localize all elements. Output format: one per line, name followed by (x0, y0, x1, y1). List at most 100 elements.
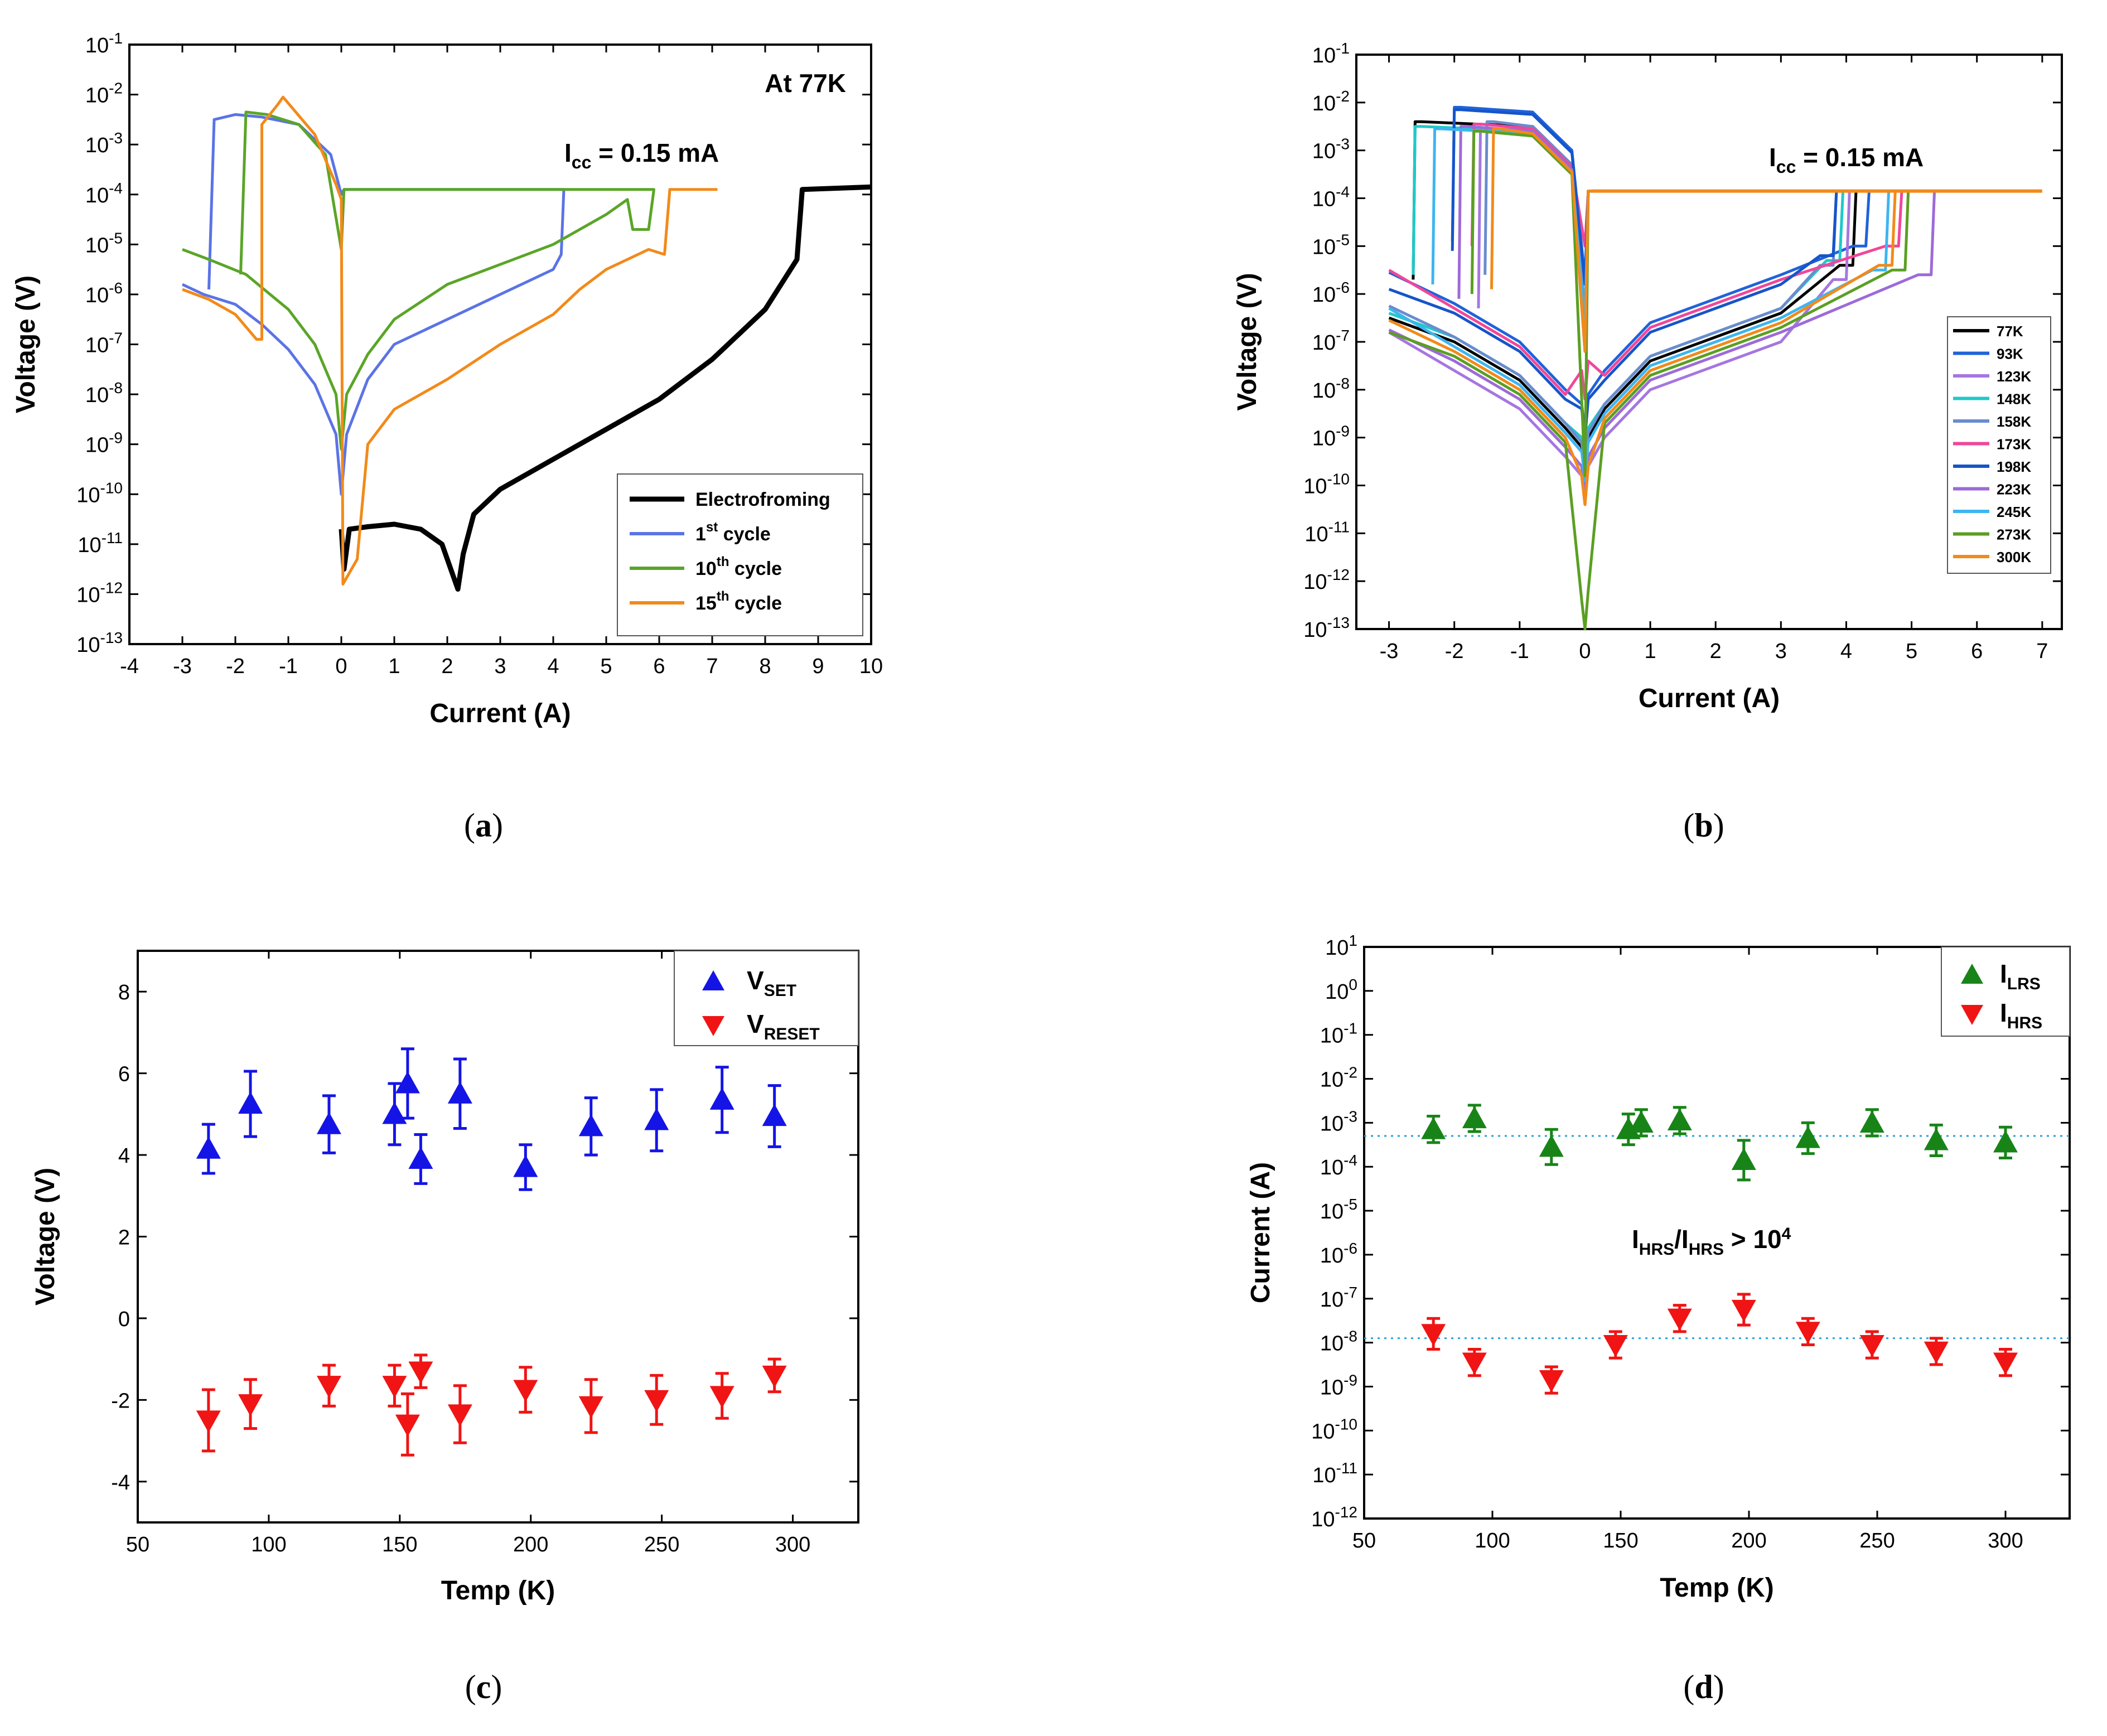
x-tick-label: 50 (126, 1533, 149, 1556)
text-part: 10 (1320, 1156, 1344, 1179)
data-point (709, 1386, 734, 1409)
text-part: 10 (85, 34, 109, 57)
chart-title: At 77K (765, 69, 846, 98)
legend-label: VRESET (747, 1009, 820, 1043)
y-tick-label: 6 (118, 1063, 130, 1086)
text-part: 10 (76, 583, 100, 607)
y-tick-label: 10-1 (85, 30, 123, 57)
y-tick-label: 4 (118, 1144, 130, 1168)
x-tick-label: 9 (812, 655, 824, 678)
text-part: -11 (1328, 518, 1350, 535)
legend-label: 173K (1997, 436, 2031, 453)
y-tick-label: 10-10 (1303, 471, 1350, 499)
data-point (1993, 1130, 2018, 1153)
text-part: -3 (1344, 1108, 1357, 1125)
y-tick-label: 100 (1325, 976, 1357, 1004)
y-tick-label: 10-9 (1320, 1371, 1357, 1399)
text-part: -10 (1335, 1415, 1357, 1433)
text-part: 10 (1320, 1376, 1344, 1399)
x-tick-label: 6 (1971, 640, 1983, 663)
legend-label: 1st cycle (695, 520, 771, 545)
series-V_RESET (196, 1353, 787, 1457)
text-part: th (717, 589, 729, 604)
x-tick-label: 300 (775, 1533, 810, 1556)
text-part: 10 (1311, 1508, 1335, 1531)
y-tick-label: 10-13 (76, 629, 123, 657)
x-tick-label: 2 (441, 655, 453, 678)
text-part: cycle (729, 558, 782, 579)
y-tick-label: 0 (118, 1308, 130, 1331)
text-part: 10 (1312, 379, 1336, 403)
text-part: HRS (1639, 1240, 1674, 1259)
text-part: 0 (1349, 976, 1357, 993)
series-line (1388, 125, 1936, 497)
y-tick-label: 10-13 (1303, 614, 1350, 642)
text-part: ) (491, 1669, 502, 1705)
text-part: 10 (1312, 92, 1336, 115)
text-part: st (706, 520, 718, 535)
x-tick-label: -1 (1510, 640, 1529, 663)
x-tick-label: -2 (226, 655, 245, 678)
x-tick-label: 0 (1579, 640, 1591, 663)
data-point (408, 1147, 433, 1169)
text-part: -11 (1336, 1459, 1357, 1477)
x-tick-label: -3 (173, 655, 192, 678)
text-part: > 10 (1724, 1225, 1782, 1254)
data-point (395, 1071, 420, 1094)
y-tick-label: 10-10 (76, 479, 123, 507)
text-part: 10 (85, 334, 109, 357)
panel-c: 50 100 150 200 250 300 8 6 4 2 0 -2 -4 Temp (K) Voltag… (31, 950, 859, 1705)
text-part: 10 (1320, 1068, 1344, 1092)
text-part: a (475, 807, 492, 844)
x-tick-label: 100 (251, 1533, 286, 1556)
legend-label: 77K (1997, 323, 2023, 340)
data-point (447, 1404, 472, 1426)
text-part: 10 (1320, 1244, 1344, 1268)
plot-frame (1363, 946, 2071, 1520)
text-part: ) (1713, 1669, 1724, 1705)
text-part: -11 (102, 529, 123, 547)
text-part: -1 (1336, 40, 1350, 57)
legend-label: 123K (1997, 368, 2031, 385)
text-part: -3 (109, 129, 123, 147)
text-part: 10 (85, 184, 109, 207)
text-part: -12 (1327, 566, 1350, 583)
text-part: RESET (764, 1025, 820, 1043)
x-tick-label: 5 (1906, 640, 1917, 663)
text-part: -10 (100, 479, 123, 496)
text-part: I (564, 138, 572, 167)
text-part: = 0.15 mA (591, 138, 719, 167)
text-part: SET (764, 981, 796, 1000)
legend-marker (1961, 1005, 1983, 1025)
text-part: ) (492, 807, 503, 844)
text-part: 10 (85, 384, 109, 407)
data-point (447, 1081, 472, 1104)
y-tick-label: 10-4 (85, 180, 123, 207)
x-tick-label: 50 (1352, 1529, 1376, 1553)
text-part: -4 (1344, 1152, 1357, 1169)
x-tick-label: 4 (547, 655, 559, 678)
x-tick-label: 7 (706, 655, 718, 678)
data-point (382, 1376, 407, 1398)
text-part: th (717, 554, 729, 569)
text-part: -1 (109, 30, 123, 47)
y-tick-label: 10-9 (85, 429, 123, 457)
legend-label: 245K (1997, 504, 2031, 520)
x-tick-label: 200 (1731, 1529, 1766, 1553)
text-part: ( (465, 1669, 476, 1705)
y-tick-label: 10-7 (1320, 1284, 1357, 1312)
text-part: -10 (1327, 471, 1350, 488)
panel-caption: (c) (465, 1669, 502, 1705)
text-part: 10 (78, 534, 101, 557)
data-point (1795, 1125, 1820, 1148)
series-I_HRS (1421, 1293, 2018, 1395)
data-point (644, 1108, 669, 1130)
panel-caption: (b) (1683, 807, 1724, 844)
series-group (181, 95, 872, 592)
text-part: 4 (1782, 1225, 1791, 1243)
y-tick-label: 10-8 (85, 379, 123, 407)
data-point (1603, 1334, 1628, 1357)
text-part: -6 (1344, 1240, 1357, 1257)
y-tick-label: 10-2 (85, 80, 123, 108)
legend-marker (1961, 964, 1983, 984)
